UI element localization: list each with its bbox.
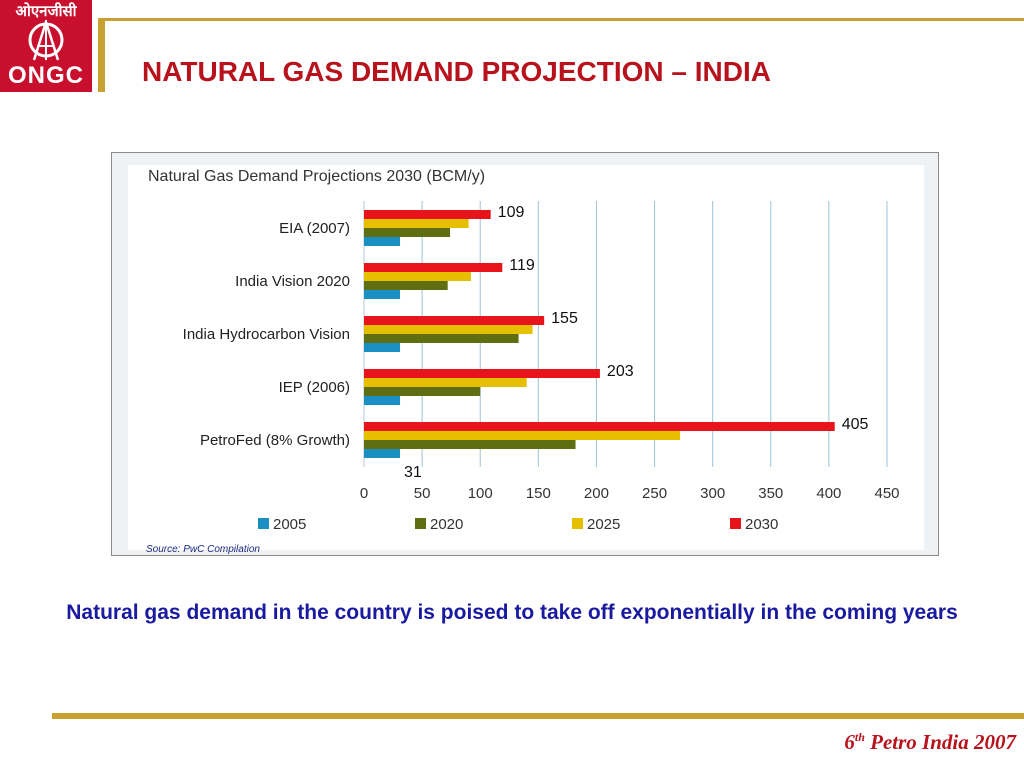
- category-label-india-hydrocarbon-vision: India Hydrocarbon Vision: [183, 326, 350, 343]
- title-accent-bar: [98, 18, 105, 92]
- bar-india-vision-2020-2020: [364, 281, 448, 290]
- bar-petrofed-8-growth-2030: [364, 422, 835, 431]
- bar-india-hydrocarbon-vision-2030: [364, 316, 545, 325]
- bar-eia-2007-2030: [364, 210, 491, 219]
- x-tick-label-250: 250: [642, 485, 667, 502]
- bar-petrofed-8-growth-2025: [364, 431, 681, 440]
- data-label-india-hydrocarbon-vision-2030: 155: [551, 310, 578, 327]
- legend-label-2030: 2030: [745, 516, 778, 533]
- header-rule: [98, 18, 1024, 21]
- bar-iep-2006-2005: [364, 396, 401, 405]
- footer-event-name: Petro India 2007: [864, 730, 1016, 754]
- legend-label-2005: 2005: [273, 516, 306, 533]
- chart-title: Natural Gas Demand Projections 2030 (BCM…: [148, 168, 485, 185]
- logo-hindi-text: ओएनजीसी: [15, 2, 77, 20]
- footer-ordinal-suffix: th: [854, 730, 865, 744]
- data-label-petrofed-8-growth-2005: 31: [404, 464, 422, 481]
- bar-iep-2006-2025: [364, 378, 527, 387]
- x-tick-label-350: 350: [758, 485, 783, 502]
- x-tick-label-450: 450: [874, 485, 899, 502]
- data-label-iep-2006-2030: 203: [607, 363, 634, 380]
- bar-india-vision-2020-2005: [364, 290, 401, 299]
- legend-swatch-2005: [258, 518, 269, 529]
- data-label-petrofed-8-growth-2030: 405: [842, 416, 869, 433]
- category-label-india-vision-2020: India Vision 2020: [235, 273, 350, 290]
- footer-rule: [52, 713, 1024, 719]
- bar-india-hydrocarbon-vision-2005: [364, 343, 401, 352]
- legend-label-2020: 2020: [430, 516, 463, 533]
- bar-eia-2007-2025: [364, 219, 469, 228]
- ongc-logo: ओएनजीसी ONGC: [0, 0, 92, 92]
- legend-swatch-2020: [415, 518, 426, 529]
- x-tick-label-300: 300: [700, 485, 725, 502]
- x-tick-label-50: 50: [414, 485, 431, 502]
- x-tick-label-400: 400: [816, 485, 841, 502]
- logo-wordmark: ONGC: [8, 62, 84, 89]
- data-label-eia-2007-2030: 109: [498, 204, 525, 221]
- footer-edition-number: 6: [844, 730, 855, 754]
- category-label-petrofed-8-growth: PetroFed (8% Growth): [200, 432, 350, 449]
- bar-petrofed-8-growth-2020: [364, 440, 576, 449]
- bar-india-hydrocarbon-vision-2020: [364, 334, 519, 343]
- bar-india-hydrocarbon-vision-2025: [364, 325, 533, 334]
- bar-eia-2007-2020: [364, 228, 451, 237]
- x-tick-label-100: 100: [468, 485, 493, 502]
- x-tick-label-0: 0: [360, 485, 368, 502]
- slide-caption: Natural gas demand in the country is poi…: [66, 601, 958, 624]
- bar-petrofed-8-growth-2005: [364, 449, 401, 458]
- bar-eia-2007-2005: [364, 237, 401, 246]
- slide-title: NATURAL GAS DEMAND PROJECTION – INDIA: [142, 56, 772, 87]
- legend-label-2025: 2025: [587, 516, 620, 533]
- chart-panel: Natural Gas Demand Projections 2030 (BCM…: [111, 152, 939, 556]
- x-tick-label-150: 150: [526, 485, 551, 502]
- x-tick-label-200: 200: [584, 485, 609, 502]
- chart-inner-panel: [128, 165, 924, 550]
- legend-swatch-2025: [572, 518, 583, 529]
- category-label-eia-2007: EIA (2007): [279, 220, 350, 237]
- bar-iep-2006-2030: [364, 369, 600, 378]
- oil-rig-icon: [28, 20, 64, 61]
- data-label-india-vision-2020-2030: 119: [509, 257, 535, 274]
- footer-event: 6th Petro India 2007: [844, 730, 1016, 755]
- chart-source: Source: PwC Compilation: [146, 544, 260, 555]
- category-label-iep-2006: IEP (2006): [279, 379, 350, 396]
- bar-chart: Natural Gas Demand Projections 2030 (BCM…: [128, 165, 924, 555]
- bar-india-vision-2020-2030: [364, 263, 503, 272]
- bar-india-vision-2020-2025: [364, 272, 471, 281]
- legend-swatch-2030: [730, 518, 741, 529]
- bar-iep-2006-2020: [364, 387, 481, 396]
